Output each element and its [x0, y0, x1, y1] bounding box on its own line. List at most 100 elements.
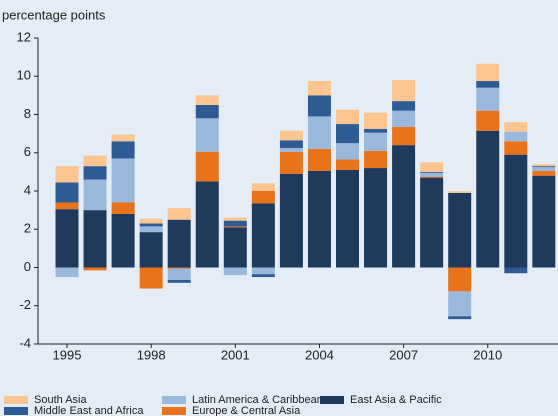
x-tick-label: 2007 [389, 347, 418, 362]
legend-swatch [4, 396, 28, 404]
bar-segment [420, 162, 444, 172]
bar-segment [532, 166, 556, 168]
bar-segment [223, 226, 247, 228]
y-axis-label: percentage points [2, 7, 106, 22]
bar-segment [167, 279, 191, 283]
y-tick-label: 6 [24, 144, 31, 159]
bar-segment [279, 147, 303, 152]
bar-segment [336, 124, 359, 144]
bar-segment [504, 154, 528, 268]
bar-segment [532, 167, 556, 171]
legend-label: South Asia [34, 394, 87, 406]
bar-segment [251, 274, 275, 278]
legend-swatch [162, 396, 186, 404]
bar-segment [476, 81, 500, 88]
bar-segment [364, 112, 388, 129]
bar-segment [139, 267, 163, 289]
bar-segment [476, 63, 500, 82]
bar-segment [279, 151, 303, 174]
bar-segment [167, 208, 191, 220]
x-tick-label: 1998 [137, 347, 166, 362]
bar-segment [111, 202, 135, 214]
bar-segment [420, 172, 444, 177]
bar-segment [307, 116, 331, 149]
x-tick-label: 2001 [221, 347, 250, 362]
bar-segment [83, 155, 107, 167]
bar-segment [420, 176, 444, 178]
bar-segment [448, 192, 472, 268]
legend-swatch [320, 396, 344, 404]
bar-segment [364, 128, 388, 133]
y-tick-label: -2 [19, 297, 31, 312]
bar-segment [195, 151, 219, 182]
bar-segment [307, 81, 331, 96]
bar-segment [392, 145, 416, 268]
bar-segment [392, 126, 416, 146]
bar-segment [55, 202, 79, 210]
bar-segment [111, 141, 135, 159]
y-tick-label: 0 [24, 259, 31, 274]
bar-segment [364, 132, 388, 151]
bar-segment [392, 110, 416, 127]
bar-segment [532, 164, 556, 167]
bar-segment [139, 232, 163, 268]
bar-segment [420, 171, 444, 173]
y-tick-label: 4 [24, 182, 31, 197]
x-tick-label: 1995 [53, 347, 82, 362]
bar-segment [55, 166, 79, 183]
legend-swatch [162, 407, 186, 415]
bar-segment [420, 177, 444, 268]
bar-segment [251, 267, 275, 275]
y-tick-label: -4 [19, 335, 31, 350]
bar-segment [195, 104, 219, 119]
bar-segment [279, 173, 303, 268]
bar-segment [167, 267, 191, 269]
bar-segment [336, 159, 359, 170]
bar-segment [251, 203, 275, 268]
bar-segment [55, 209, 79, 268]
bar-segment [476, 130, 500, 268]
bar-segment [83, 166, 107, 180]
bar-segment [139, 223, 163, 227]
y-tick-label: 10 [17, 68, 31, 83]
bar-segment [504, 122, 528, 132]
legend-label: East Asia & Pacific [350, 394, 442, 406]
bar-segment [364, 168, 388, 268]
bar-segment [139, 226, 163, 233]
bar-segment [364, 150, 388, 169]
bar-segment [448, 191, 472, 193]
bar-segment [448, 316, 472, 320]
bar-segment [279, 130, 303, 141]
bar-segment [336, 143, 359, 160]
bar-segment [448, 291, 472, 317]
bar-segment [111, 158, 135, 203]
legend-label: Middle East and Africa [34, 405, 144, 416]
y-tick-label: 12 [17, 29, 31, 44]
bar-segment [83, 179, 107, 211]
bar-segment [195, 118, 219, 152]
bar-segment [139, 218, 163, 224]
bar-segment [392, 80, 416, 102]
bar-segment [336, 169, 359, 268]
x-tick-label: 2004 [305, 347, 334, 362]
bar-segment [504, 131, 528, 142]
bar-segment [336, 109, 359, 125]
y-tick-label: 2 [24, 221, 31, 236]
bar-segment [251, 183, 275, 191]
bar-segment [307, 95, 331, 117]
bar-segment [55, 267, 79, 278]
bar-segment [532, 175, 556, 268]
bar-segment [195, 95, 219, 105]
bar-segment [307, 148, 331, 171]
legend-label: Europe & Central Asia [192, 405, 301, 416]
bar-segment [392, 101, 416, 111]
bar-segment [111, 213, 135, 268]
bar-segment [83, 267, 107, 271]
bar-segment [55, 182, 79, 203]
legend-label: Latin America & Caribbean [192, 394, 323, 406]
bar-segment [167, 219, 191, 268]
bar-segment [504, 267, 528, 274]
bar-segment [251, 191, 275, 204]
bar-segment [223, 217, 247, 221]
